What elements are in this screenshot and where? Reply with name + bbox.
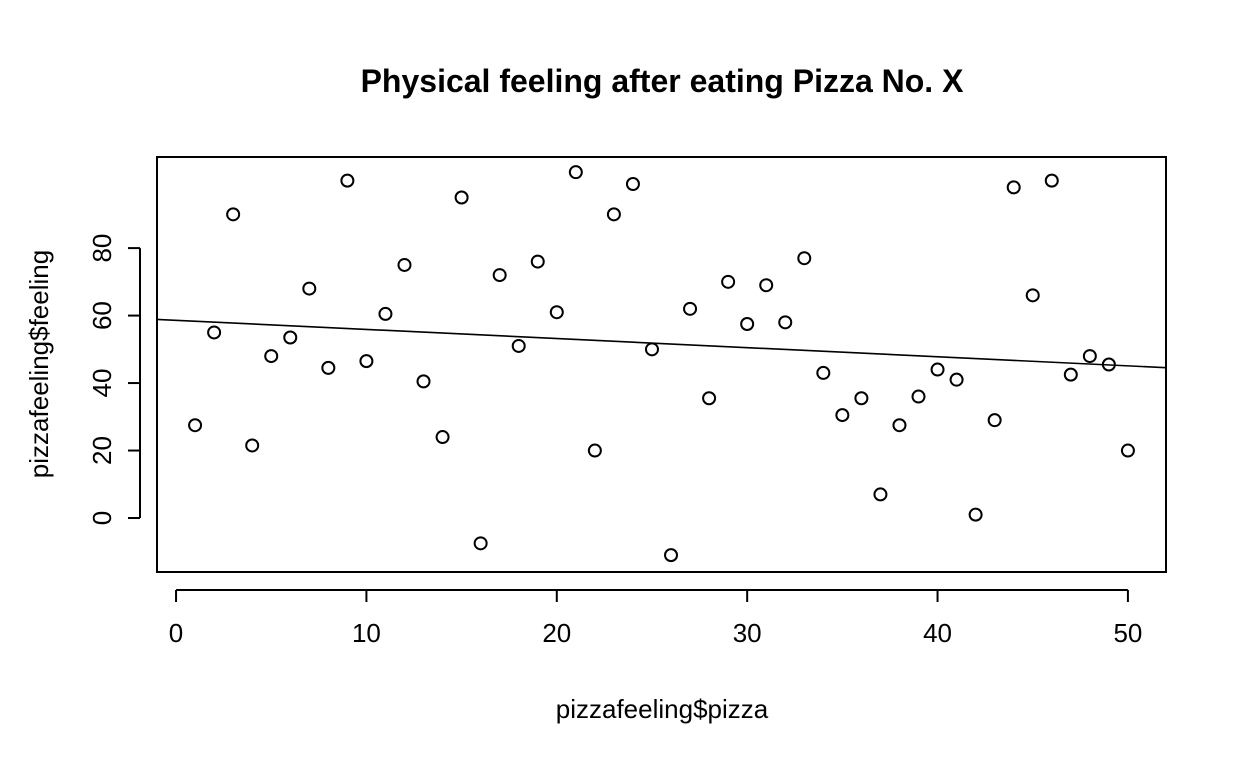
data-point bbox=[435, 430, 450, 445]
x-tick-label: 10 bbox=[352, 618, 381, 648]
data-point bbox=[930, 362, 945, 377]
data-point bbox=[702, 391, 717, 406]
data-point bbox=[644, 342, 659, 357]
x-tick-label: 50 bbox=[1113, 618, 1142, 648]
data-point bbox=[359, 354, 374, 369]
data-point bbox=[625, 176, 640, 191]
x-tick-label: 0 bbox=[169, 618, 183, 648]
data-point bbox=[1006, 180, 1021, 195]
plot-frame bbox=[156, 156, 1167, 573]
data-point bbox=[873, 487, 888, 502]
data-point bbox=[1082, 349, 1097, 364]
data-point bbox=[511, 338, 526, 353]
data-point bbox=[664, 548, 679, 563]
data-point bbox=[683, 301, 698, 316]
data-point bbox=[473, 536, 488, 551]
regression-line bbox=[156, 318, 1167, 369]
data-point bbox=[568, 165, 583, 180]
x-tick-label: 40 bbox=[923, 618, 952, 648]
x-tick-label: 30 bbox=[733, 618, 762, 648]
data-point bbox=[549, 305, 564, 320]
data-point bbox=[264, 349, 279, 364]
data-point bbox=[854, 391, 869, 406]
regression-line-group bbox=[156, 318, 1167, 369]
data-point bbox=[911, 389, 926, 404]
data-point bbox=[606, 207, 621, 222]
data-point bbox=[797, 251, 812, 266]
data-point bbox=[892, 418, 907, 433]
data-points bbox=[188, 165, 1135, 563]
data-point bbox=[226, 207, 241, 222]
data-point bbox=[321, 360, 336, 375]
data-point bbox=[1063, 367, 1078, 382]
data-point bbox=[378, 306, 393, 321]
data-point bbox=[740, 317, 755, 332]
data-point bbox=[1101, 357, 1116, 372]
y-tick-label: 40 bbox=[87, 369, 117, 398]
data-point bbox=[968, 507, 983, 522]
data-point bbox=[721, 274, 736, 289]
data-point bbox=[949, 372, 964, 387]
data-point bbox=[835, 408, 850, 423]
x-tick-label: 20 bbox=[542, 618, 571, 648]
y-axis: 0 20 40 60 80 bbox=[87, 234, 141, 525]
data-point bbox=[759, 278, 774, 293]
data-point bbox=[416, 374, 431, 389]
data-point bbox=[530, 254, 545, 269]
data-point bbox=[454, 190, 469, 205]
y-tick-label: 20 bbox=[87, 436, 117, 465]
y-tick-label: 60 bbox=[87, 301, 117, 330]
y-tick-label: 80 bbox=[87, 234, 117, 263]
data-point bbox=[987, 413, 1002, 428]
x-axis-label: pizzafeeling$pizza bbox=[556, 694, 769, 724]
data-point bbox=[1025, 288, 1040, 303]
x-axis: 0 10 20 30 40 50 bbox=[169, 589, 1142, 648]
data-point bbox=[283, 330, 298, 345]
data-point bbox=[397, 257, 412, 272]
data-point bbox=[1120, 443, 1135, 458]
chart-title: Physical feeling after eating Pizza No. … bbox=[361, 63, 965, 99]
data-point bbox=[302, 281, 317, 296]
data-point bbox=[188, 418, 203, 433]
data-point bbox=[207, 325, 222, 340]
data-point bbox=[816, 365, 831, 380]
y-tick-label: 0 bbox=[87, 511, 117, 525]
data-point bbox=[245, 438, 260, 453]
data-point bbox=[340, 173, 355, 188]
data-point bbox=[492, 268, 507, 283]
y-axis-label: pizzafeeling$feeling bbox=[24, 250, 54, 478]
data-point bbox=[587, 443, 602, 458]
data-point bbox=[778, 315, 793, 330]
data-point bbox=[1044, 173, 1059, 188]
